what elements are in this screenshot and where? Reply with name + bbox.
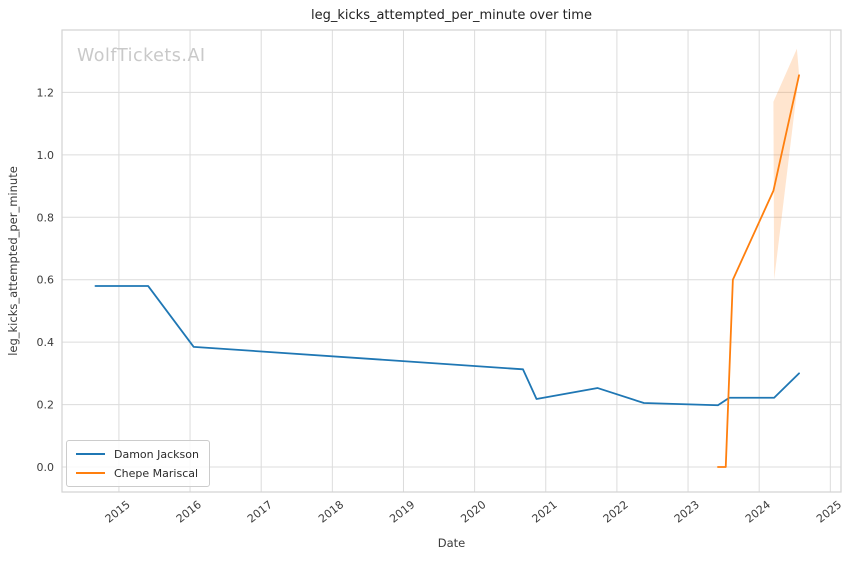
x-tick-label-2017: 2017	[245, 498, 275, 525]
x-tick-label-2019: 2019	[387, 498, 417, 525]
legend-entry-damon-jackson: Damon Jackson	[76, 446, 199, 462]
x-tick-label-2018: 2018	[316, 498, 346, 525]
series-line-damon-jackson	[94, 285, 800, 407]
y-tick-label-0.0: 0.0	[37, 461, 55, 474]
legend: Damon Jackson Chepe Mariscal	[66, 440, 210, 487]
legend-entry-chepe-mariscal: Chepe Mariscal	[76, 465, 199, 481]
x-tick-label-2015: 2015	[103, 498, 133, 525]
plot-border	[61, 29, 842, 493]
x-tick-label-2020: 2020	[458, 498, 488, 525]
x-tick-label-2021: 2021	[530, 498, 560, 525]
y-axis-label: leg_kicks_attempted_per_minute	[6, 166, 20, 356]
chart-title: leg_kicks_attempted_per_minute over time	[311, 8, 592, 23]
y-tick-label-1.0: 1.0	[37, 149, 55, 162]
y-tick-label-1.2: 1.2	[37, 86, 55, 99]
watermark: WolfTickets.AI	[77, 46, 206, 66]
legend-line-swatch-blue	[76, 453, 105, 455]
legend-label: Damon Jackson	[114, 447, 199, 461]
legend-line-swatch-orange	[76, 472, 105, 474]
x-tick-label-2025: 2025	[814, 498, 844, 525]
ci-band-chepe-mariscal	[773, 48, 800, 280]
x-tick-label-2016: 2016	[174, 498, 204, 525]
legend-label: Chepe Mariscal	[114, 466, 199, 480]
y-tick-label-0.4: 0.4	[37, 336, 55, 349]
series-line-chepe-mariscal	[717, 74, 800, 468]
x-tick-label-2022: 2022	[601, 498, 631, 525]
x-tick-label-2023: 2023	[672, 498, 702, 525]
y-tick-label-0.8: 0.8	[37, 211, 55, 224]
x-axis-label: Date	[437, 536, 466, 550]
y-tick-label-0.2: 0.2	[37, 399, 55, 412]
y-tick-label-0.6: 0.6	[37, 274, 55, 287]
x-tick-label-2024: 2024	[743, 498, 773, 525]
